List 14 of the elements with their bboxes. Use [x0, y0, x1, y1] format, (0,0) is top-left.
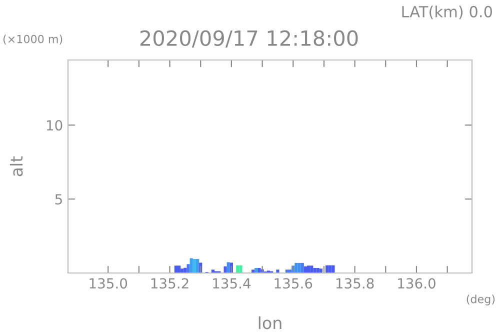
- y-axis-title: alt: [10, 156, 23, 176]
- x-tick-label: 135.2: [151, 278, 188, 289]
- x-tick-label: 135.4: [213, 278, 251, 289]
- y-tick-label: 10: [46, 120, 62, 131]
- text: LAT(km) 0.0: [402, 6, 492, 20]
- text: (deg): [466, 294, 495, 306]
- x-tick-label: 136.0: [398, 278, 436, 289]
- y-tick-label: 5: [55, 194, 62, 205]
- x-tick-label: 135.6: [274, 278, 312, 289]
- x-tick-label: 135.0: [90, 278, 128, 289]
- text: (×1000 m): [3, 34, 62, 45]
- chart-title: 2020/09/17 12:18:00: [140, 30, 358, 48]
- x-axis-title: lon: [258, 316, 282, 330]
- x-tick-label: 135.8: [336, 278, 374, 289]
